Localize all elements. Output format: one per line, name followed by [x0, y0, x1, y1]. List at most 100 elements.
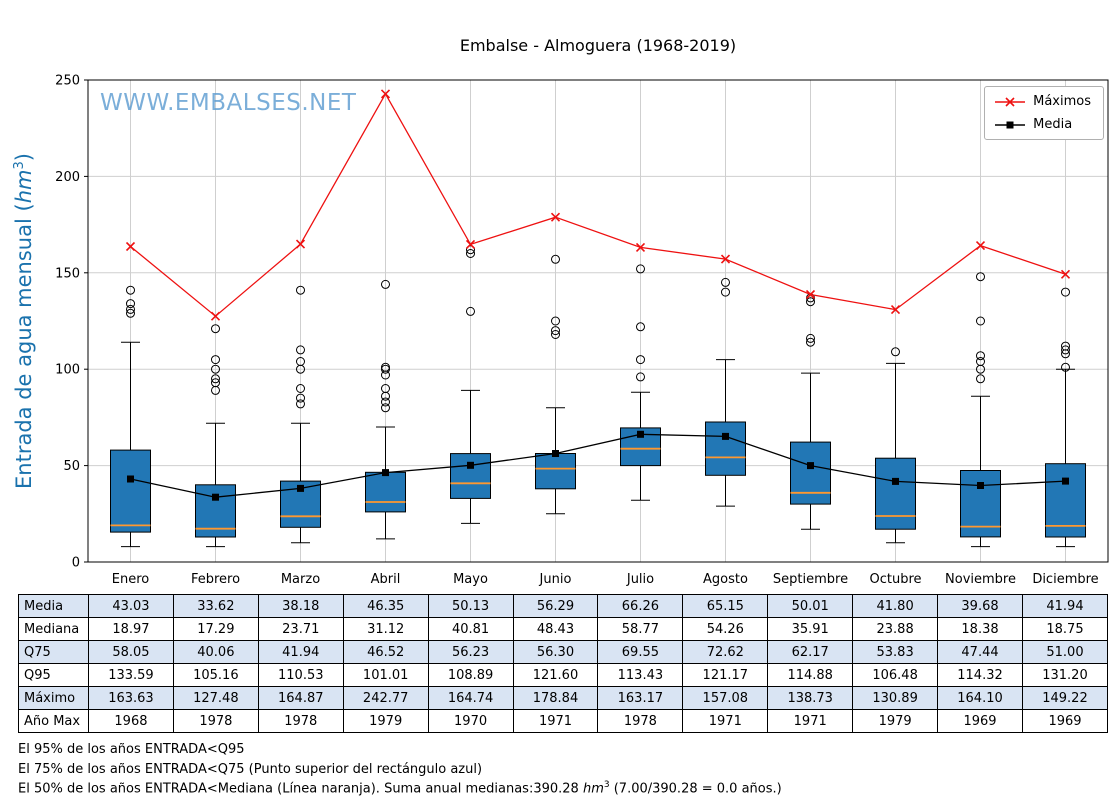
table-cell: 53.83 — [852, 640, 939, 664]
outlier-point — [636, 355, 645, 365]
maximos-marker — [1060, 269, 1071, 279]
table-cell: 131.20 — [1021, 663, 1109, 687]
footnote-mediana-sup: 3 — [603, 780, 610, 790]
table-cell: 40.06 — [172, 640, 259, 664]
media-line-icon — [995, 121, 1026, 128]
maximos-marker — [550, 212, 561, 222]
table-row: Media 43.03 33.62 38.18 46.35 50.13 56.29 66.26… — [18, 594, 1109, 618]
row-label: Q95 — [18, 663, 89, 687]
outlier-point — [636, 372, 645, 382]
outlier-point — [1061, 362, 1070, 372]
outlier-point — [976, 374, 985, 384]
table-cell: 18.38 — [937, 617, 1023, 641]
table-cell: 163.17 — [597, 686, 684, 710]
outlier-point — [211, 374, 220, 384]
table-cell: 121.17 — [682, 663, 769, 687]
legend-entry-media: Media — [994, 117, 1091, 132]
table-cell: 18.97 — [88, 617, 174, 641]
maximos-line-icon — [995, 96, 1026, 107]
outlier-point — [381, 397, 390, 407]
outlier-point — [296, 393, 305, 403]
outlier-point — [551, 326, 560, 336]
outlier-point — [381, 403, 390, 413]
x-tick-label: Abril — [371, 572, 401, 587]
footnote-mediana-unit: hm — [582, 781, 604, 797]
outlier-point — [211, 378, 220, 388]
y-tick-label: 250 — [55, 74, 80, 89]
media-marker — [212, 493, 219, 501]
table-cell: 50.13 — [427, 594, 514, 618]
table-cell: 1978 — [257, 709, 344, 733]
maximos-marker — [380, 89, 391, 99]
outlier-point — [126, 299, 135, 309]
table-cell: 130.89 — [852, 686, 939, 710]
table-row: Año Max 1968 1978 1978 1979 1970 1971 1978 1971 1… — [18, 709, 1109, 733]
outlier-point — [976, 316, 985, 326]
boxplot-box — [1045, 463, 1086, 538]
table-cell: 1969 — [937, 709, 1023, 733]
x-tick-label: Enero — [112, 572, 150, 587]
outlier-point — [466, 249, 475, 258]
table-cell: 164.10 — [937, 686, 1023, 710]
media-marker — [722, 432, 729, 440]
outlier-point — [806, 297, 815, 307]
outlier-point — [466, 245, 475, 255]
table-cell: 127.48 — [172, 686, 259, 710]
y-tick-label: 150 — [55, 266, 80, 281]
table-cell: 50.01 — [767, 594, 854, 618]
legend: Máximos Media — [984, 86, 1104, 140]
x-tick-label: Agosto — [703, 572, 748, 587]
y-axis-label-unit: hm — [12, 169, 36, 204]
table-cell: 133.59 — [88, 663, 174, 687]
table-cell: 69.55 — [597, 640, 684, 664]
x-tick-label: Julio — [626, 572, 654, 587]
table-cell: 1979 — [342, 709, 429, 733]
outlier-point — [466, 306, 475, 316]
outlier-point — [976, 357, 985, 366]
watermark: WWW.EMBALSES.NET — [100, 90, 357, 116]
outlier-point — [806, 333, 815, 343]
table-cell: 65.15 — [682, 594, 769, 618]
legend-label-maximos: Máximos — [1033, 94, 1091, 109]
outlier-point — [806, 337, 815, 347]
boxplot-box — [875, 457, 916, 530]
table-cell: 58.05 — [88, 640, 174, 664]
row-label: Año Max — [18, 709, 89, 733]
boxplot-box — [790, 441, 831, 505]
table-cell: 110.53 — [257, 663, 344, 687]
outlier-point — [1061, 287, 1070, 297]
row-label: Q75 — [18, 640, 89, 664]
table-cell: 43.03 — [88, 594, 174, 618]
outlier-point — [1061, 341, 1070, 351]
table-cell: 33.62 — [172, 594, 259, 618]
stats-table: Media 43.03 33.62 38.18 46.35 50.13 56.29 66.26… — [18, 594, 1109, 733]
outlier-point — [1061, 345, 1070, 355]
table-cell: 38.18 — [257, 594, 344, 618]
maximos-marker — [295, 239, 306, 249]
row-label: Máximo — [18, 686, 89, 710]
table-cell: 23.71 — [257, 617, 344, 641]
table-cell: 41.94 — [257, 640, 344, 664]
table-cell: 54.26 — [682, 617, 769, 641]
table-cell: 114.32 — [937, 663, 1023, 687]
maximos-marker — [720, 254, 731, 264]
table-cell: 105.16 — [172, 663, 259, 687]
outlier-point — [636, 264, 645, 274]
maximos-marker — [805, 289, 816, 300]
outlier-point — [296, 285, 305, 295]
table-cell: 47.44 — [937, 640, 1023, 664]
table-cell: 56.23 — [427, 640, 514, 664]
x-tick-label: Junio — [539, 572, 572, 587]
table-cell: 1979 — [852, 709, 939, 733]
y-axis-label-text: Entrada de agua mensual ( — [12, 203, 36, 489]
table-cell: 157.08 — [682, 686, 769, 710]
outlier-point — [721, 287, 730, 297]
chart-area: Embalse - Almoguera (1968-2019) WWW.EMBA… — [12, 36, 1109, 587]
x-tick-label: Noviembre — [945, 572, 1016, 587]
boxplot-box — [535, 453, 576, 490]
outlier-point — [126, 308, 135, 318]
plot-frame — [87, 79, 1109, 563]
table-cell: 23.88 — [852, 617, 939, 641]
maximos-marker — [210, 311, 221, 321]
